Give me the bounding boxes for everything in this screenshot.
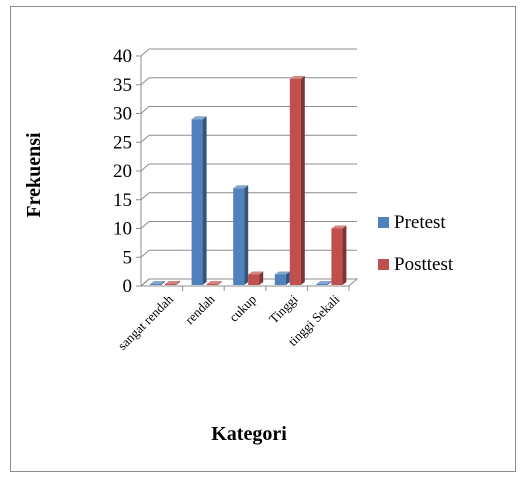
x-tick-label: sangat rendah (115, 291, 177, 353)
bar-top (165, 281, 180, 284)
bar-side (285, 271, 290, 285)
bar-posttest-3 (289, 76, 305, 285)
gridlines (140, 48, 357, 287)
y-tick-label: 20 (113, 161, 132, 182)
bar-front (274, 274, 286, 285)
bar-top (316, 281, 332, 284)
bar-posttest-2 (248, 271, 264, 285)
gridline-side (140, 221, 150, 229)
bar-front (165, 284, 176, 285)
bar-top (274, 271, 290, 275)
bar-front (150, 284, 161, 285)
bar-front (206, 284, 218, 285)
bar-top (248, 271, 264, 275)
gridline-side (140, 106, 150, 114)
bar-side (327, 281, 332, 285)
legend: Pretest Posttest (378, 212, 454, 275)
bar-top (331, 225, 347, 229)
bar-side (342, 225, 347, 285)
y-tick-label: 25 (113, 132, 132, 153)
y-tick-label: 35 (113, 75, 132, 96)
gridline-side (140, 192, 150, 201)
gridline-side (140, 163, 150, 172)
chart-svg: 0 5 10 15 20 25 30 35 40 sangat rendah rendah cuku… (23, 46, 454, 445)
bar-front (289, 79, 301, 285)
bar-front (248, 274, 260, 285)
bar-top (150, 281, 165, 284)
bar-top (289, 76, 305, 79)
bars (150, 76, 347, 285)
gridline-side (140, 134, 150, 143)
legend-item-posttest: Posttest (378, 254, 454, 275)
gridline-side (140, 77, 150, 86)
bar-pretest-3 (274, 271, 290, 285)
x-tick-label: cukup (226, 292, 259, 325)
bar-front (233, 188, 245, 285)
legend-swatch (378, 259, 389, 270)
bar-front (316, 284, 328, 285)
bar-top (191, 116, 207, 120)
bar-side (176, 281, 180, 285)
bar-front (331, 228, 343, 285)
gridline-side (140, 278, 150, 287)
legend-item-pretest: Pretest (378, 212, 446, 233)
bar-side (244, 185, 249, 285)
bar-posttest-1 (206, 281, 222, 285)
bar-side (259, 271, 264, 285)
bar-front (191, 119, 203, 285)
bar-top (206, 281, 222, 284)
bar-side (161, 281, 165, 285)
legend-swatch (378, 217, 389, 228)
bar-side (300, 76, 305, 285)
y-tick-label: 40 (113, 46, 132, 67)
axes (136, 55, 350, 291)
gridline-side (140, 249, 150, 258)
x-tick-label: Tinggi (266, 291, 301, 326)
bar-pretest-4 (316, 281, 332, 285)
bar-pretest-2 (233, 185, 249, 285)
bar-side (202, 116, 207, 285)
bar-pretest-1 (191, 116, 207, 285)
gridline-side (140, 48, 150, 57)
y-tick-label: 5 (123, 247, 133, 268)
legend-label: Posttest (394, 254, 454, 275)
y-axis-title: Frekuensi (23, 132, 45, 218)
bar-posttest-0 (165, 281, 180, 285)
y-tick-labels: 0 5 10 15 20 25 30 35 40 (113, 46, 132, 297)
y-tick-label: 15 (113, 190, 132, 211)
x-axis-title: Kategori (211, 423, 287, 445)
bar-top (233, 185, 249, 189)
y-tick-label: 0 (123, 276, 133, 297)
x-tick-label: rendah (182, 291, 218, 327)
bar-pretest-0 (150, 281, 165, 285)
y-tick-label: 30 (113, 104, 132, 125)
bar-side (217, 281, 222, 285)
y-tick-label: 10 (113, 219, 132, 240)
bar-posttest-4 (331, 225, 347, 285)
chart-frame: 0 5 10 15 20 25 30 35 40 sangat rendah rendah cuku… (10, 6, 516, 472)
legend-label: Pretest (394, 212, 446, 233)
